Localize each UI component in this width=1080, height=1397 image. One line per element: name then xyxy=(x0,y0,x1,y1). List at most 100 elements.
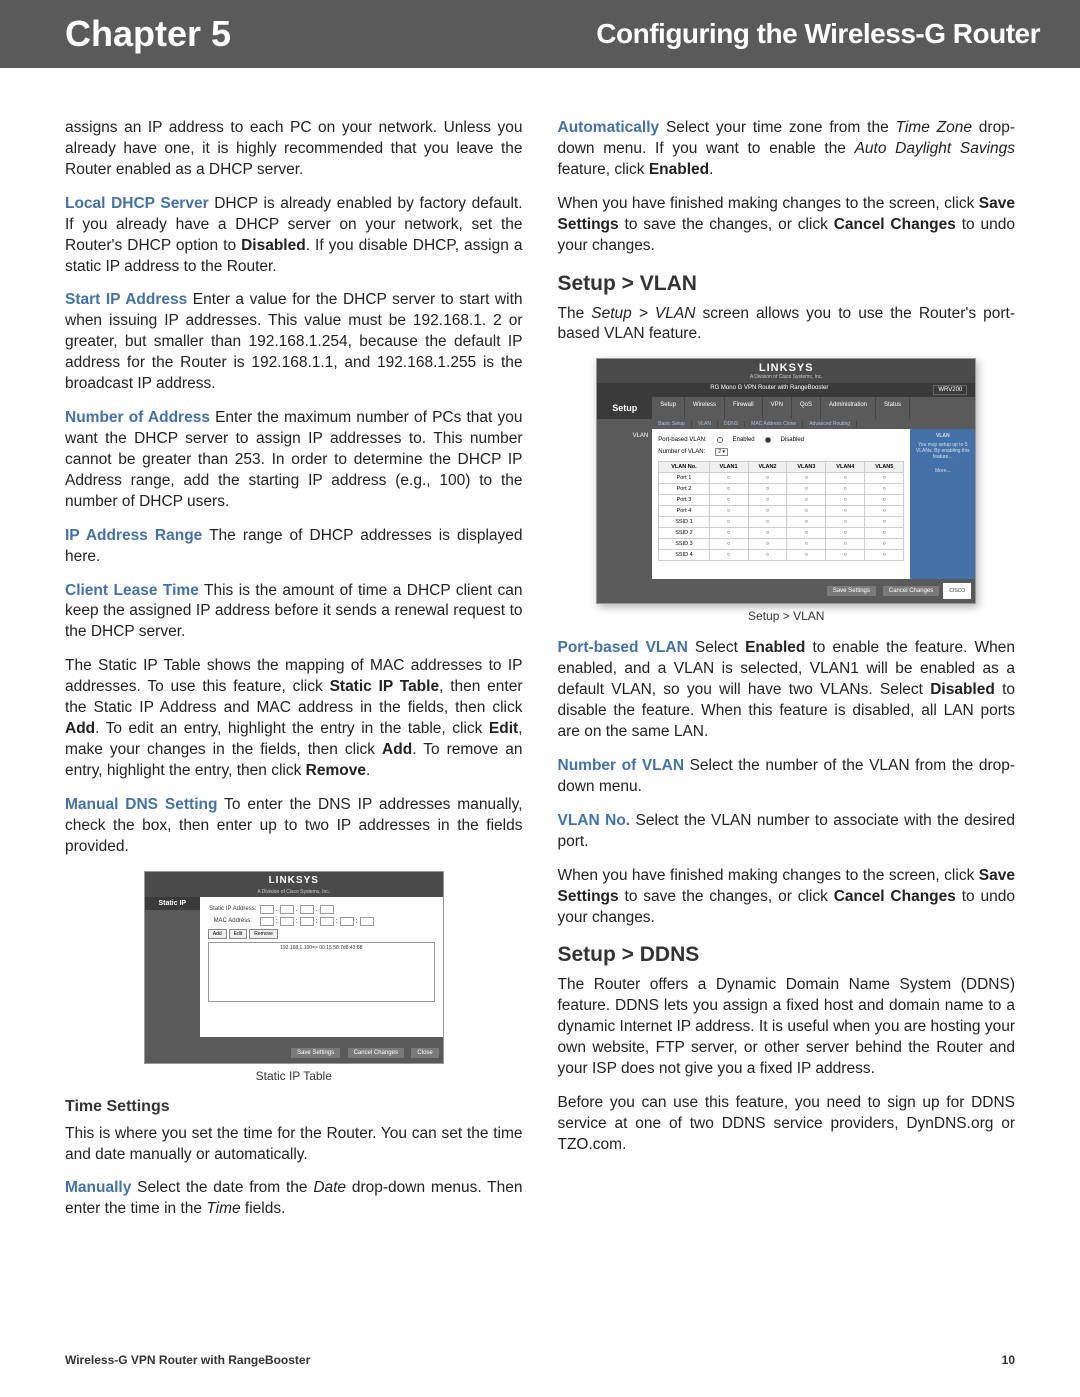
mac-5[interactable] xyxy=(340,917,354,926)
help-title: VLAN xyxy=(914,433,971,439)
para-intro: assigns an IP address to each PC on your… xyxy=(65,118,523,181)
mac-3[interactable] xyxy=(300,917,314,926)
numvlan-select[interactable]: 2 ▾ xyxy=(715,448,728,456)
edit-button[interactable]: Edit xyxy=(229,929,248,939)
time-settings-heading: Time Settings xyxy=(65,1098,523,1116)
vlan-brand: LINKSYS xyxy=(605,362,967,374)
para-auto: Automatically Select your time zone from… xyxy=(558,118,1016,181)
table-row: SSID 3○○○○○ xyxy=(659,539,904,550)
table-row: Port 1○○○○○ xyxy=(659,473,904,484)
figure-static-ip: LINKSYS A Division of Cisco Systems, Inc… xyxy=(65,871,523,1083)
vlan-window: LINKSYS A Division of Cisco Systems, Inc… xyxy=(596,358,976,604)
para-numvlan: Number of VLAN Select the number of the … xyxy=(558,756,1016,798)
para-lease: Client Lease Time This is the amount of … xyxy=(65,581,523,644)
para-save-2: When you have finished making changes to… xyxy=(558,866,1016,929)
vlan-help-pane: VLAN You may setup up to 5 VLANs. By ena… xyxy=(910,429,975,579)
left-column: assigns an IP address to each PC on your… xyxy=(65,118,523,1233)
table-header-row: VLAN No. VLAN1 VLAN2 VLAN3 VLAN4 VLAN5 xyxy=(659,462,904,473)
label-vlanno: VLAN No. xyxy=(558,812,631,829)
tab-setup[interactable]: Setup xyxy=(652,397,685,419)
label-num-addr: Number of Address xyxy=(65,409,210,426)
radio-cell[interactable]: ○ xyxy=(709,473,748,484)
remove-button[interactable]: Remove xyxy=(249,929,278,939)
label-start-ip: Start IP Address xyxy=(65,291,187,308)
mac-1[interactable] xyxy=(260,917,274,926)
save-settings-button[interactable]: Save Settings xyxy=(291,1048,340,1058)
page-header: Chapter 5 Configuring the Wireless-G Rou… xyxy=(0,0,1080,68)
page-footer: Wireless-G VPN Router with RangeBooster … xyxy=(65,1353,1015,1367)
ip-input-2[interactable] xyxy=(280,905,294,914)
label-lease: Client Lease Time xyxy=(65,582,199,599)
para-ddns-2: Before you can use this feature, you nee… xyxy=(558,1093,1016,1156)
subtab-routing[interactable]: Advanced Routing xyxy=(803,421,857,427)
mac-2[interactable] xyxy=(280,917,294,926)
vlan-model-num: WRV200 xyxy=(933,385,967,395)
subtab-vlan[interactable]: VLAN xyxy=(692,421,718,427)
tab-status[interactable]: Status xyxy=(876,397,910,419)
add-button[interactable]: Add xyxy=(208,929,227,939)
help-more-link[interactable]: More... xyxy=(914,468,971,474)
linksys-brand: LINKSYS xyxy=(145,872,443,889)
right-column: Automatically Select your time zone from… xyxy=(558,118,1016,1233)
vlan-brand-bar: LINKSYS A Division of Cisco Systems, Inc… xyxy=(597,359,975,383)
label-auto: Automatically xyxy=(558,119,660,136)
ip-input-3[interactable] xyxy=(300,905,314,914)
close-button[interactable]: Close xyxy=(411,1048,438,1058)
tab-qos[interactable]: QoS xyxy=(792,397,821,419)
vlan-left-label: VLAN xyxy=(597,429,652,443)
vlan-subtabs: Basic Setup VLAN DDNS MAC Address Clone … xyxy=(597,419,975,429)
mac-6[interactable] xyxy=(360,917,374,926)
vlan-body: VLAN Port-based VLAN: Enabled Disabled N… xyxy=(597,429,975,579)
tab-admin[interactable]: Administration xyxy=(821,397,876,419)
vlan-center-pane: Port-based VLAN: Enabled Disabled Number… xyxy=(652,429,910,579)
sidebar-label: Static IP xyxy=(145,897,200,910)
vlan-save-button[interactable]: Save Settings xyxy=(827,586,876,596)
para-save-1: When you have finished making changes to… xyxy=(558,194,1016,257)
vlan-footer: Save Settings Cancel Changes CISCO xyxy=(597,579,975,603)
radio-disabled[interactable] xyxy=(765,437,771,443)
para-local-dhcp: Local DHCP Server DHCP is already enable… xyxy=(65,194,523,278)
numvlan-label: Number of VLAN: xyxy=(658,449,705,455)
table-row: SSID 4○○○○○ xyxy=(659,550,904,561)
subtab-ddns[interactable]: DDNS xyxy=(718,421,745,427)
ip-input-4[interactable] xyxy=(320,905,334,914)
mac-4[interactable] xyxy=(320,917,334,926)
table-row: SSID 1○○○○○ xyxy=(659,517,904,528)
table-row: Port 4○○○○○ xyxy=(659,506,904,517)
para-manual-dns: Manual DNS Setting To enter the DNS IP a… xyxy=(65,795,523,858)
figure-vlan: LINKSYS A Division of Cisco Systems, Inc… xyxy=(558,358,1016,623)
subtab-basic[interactable]: Basic Setup xyxy=(652,421,692,427)
label-numvlan: Number of VLAN xyxy=(558,757,685,774)
header-subtitle: Configuring the Wireless-G Router xyxy=(596,18,1040,50)
vlan-setup-label: Setup xyxy=(597,397,652,419)
vlan-cancel-button[interactable]: Cancel Changes xyxy=(883,586,939,596)
label-manually: Manually xyxy=(65,1179,131,1196)
subtab-mac[interactable]: MAC Address Clone xyxy=(745,421,803,427)
vlan-top-nav: Setup Setup Wireless Firewall VPN QoS Ad… xyxy=(597,397,975,419)
chapter-title: Chapter 5 xyxy=(65,13,231,55)
figure-caption-2: Setup > VLAN xyxy=(558,609,1016,623)
linksys-form: Static IP Address: ... MAC Address: ::::… xyxy=(200,897,443,1037)
vlan-left-pane: VLAN xyxy=(597,429,652,579)
tab-firewall[interactable]: Firewall xyxy=(725,397,763,419)
para-ddns-1: The Router offers a Dynamic Domain Name … xyxy=(558,975,1016,1080)
label-pbvlan: Port-based VLAN xyxy=(558,639,688,656)
tab-wireless[interactable]: Wireless xyxy=(685,397,725,419)
ddns-heading: Setup > DDNS xyxy=(558,943,1016,967)
para-start-ip: Start IP Address Enter a value for the D… xyxy=(65,290,523,395)
vlan-heading: Setup > VLAN xyxy=(558,272,1016,296)
label-ip-range: IP Address Range xyxy=(65,527,202,544)
bold-disabled: Disabled xyxy=(241,237,306,254)
table-row: SSID 2○○○○○ xyxy=(659,528,904,539)
para-num-addr: Number of Address Enter the maximum numb… xyxy=(65,408,523,513)
vlan-tabs: Setup Wireless Firewall VPN QoS Administ… xyxy=(652,397,975,419)
static-ip-listbox[interactable]: 192.168.1.100=> 00:15:58:7d8:43:88 xyxy=(208,942,435,1002)
cancel-changes-button[interactable]: Cancel Changes xyxy=(348,1048,404,1058)
radio-enabled[interactable] xyxy=(717,437,723,443)
para-vlanno: VLAN No. Select the VLAN number to assoc… xyxy=(558,811,1016,853)
para-time: This is where you set the time for the R… xyxy=(65,1124,523,1166)
ip-input-1[interactable] xyxy=(260,905,274,914)
para-static-ip: The Static IP Table shows the mapping of… xyxy=(65,656,523,782)
para-manually: Manually Select the date from the Date d… xyxy=(65,1178,523,1220)
tab-vpn[interactable]: VPN xyxy=(763,397,792,419)
